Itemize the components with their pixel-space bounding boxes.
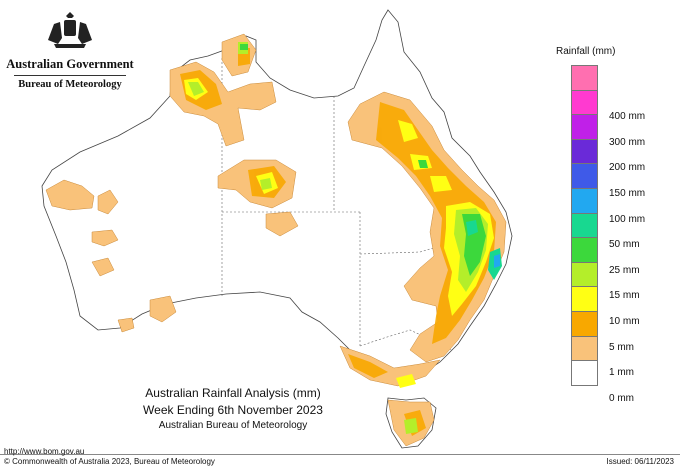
legend-swatch (571, 335, 598, 362)
legend-label: 5 mm (609, 341, 634, 353)
legend-label: 15 mm (609, 290, 640, 302)
legend-label: 100 mm (609, 213, 646, 225)
map-source: Australian Bureau of Meteorology (158, 420, 308, 431)
legend-label: 1 mm (609, 367, 634, 379)
legend-label: 150 mm (609, 188, 646, 199)
legend-swatch (571, 65, 598, 91)
legend-label: 25 mm (609, 264, 640, 276)
legend-label: 0 mm (609, 392, 634, 404)
legend-label: 10 mm (609, 316, 640, 327)
bureau-name: Bureau of Meteorology (18, 79, 122, 90)
legend-swatch (571, 138, 598, 165)
footer-divider (0, 454, 680, 455)
legend-swatch (571, 261, 598, 288)
legend-swatch (571, 163, 598, 189)
legend-label: 50 mm (609, 239, 640, 251)
legend-swatch (571, 310, 598, 337)
government-name: Australian Government (6, 57, 134, 71)
legend-swatch (571, 286, 598, 312)
legend-label: 300 mm (609, 136, 646, 148)
legend-label: 400 mm (609, 111, 646, 123)
legend-swatch (571, 237, 598, 263)
map-period: Week Ending 6th November 2023 (143, 403, 323, 417)
rain-layer-100mm (494, 254, 500, 268)
copyright-notice: © Commonwealth of Australia 2023, Bureau… (4, 457, 215, 466)
legend-swatch (571, 114, 598, 140)
legend-swatch (571, 187, 598, 214)
legend-label: 200 mm (609, 162, 646, 174)
legend-swatch (571, 212, 598, 239)
map-title-block: Australian Rainfall Analysis (mm) Week E… (128, 385, 338, 433)
legend-title: Rainfall (mm) (556, 46, 616, 57)
coat-of-arms-icon (48, 12, 92, 48)
legend-swatch (571, 89, 598, 116)
issued-date: Issued: 06/11/2023 (606, 457, 674, 466)
header-divider (14, 75, 126, 76)
legend-color-scale (571, 65, 598, 386)
website-link[interactable]: http://www.bom.gov.au (4, 447, 85, 456)
legend-swatch (571, 360, 598, 386)
map-title: Australian Rainfall Analysis (mm) (145, 386, 321, 400)
government-logo: Australian Government Bureau of Meteorol… (6, 10, 134, 90)
